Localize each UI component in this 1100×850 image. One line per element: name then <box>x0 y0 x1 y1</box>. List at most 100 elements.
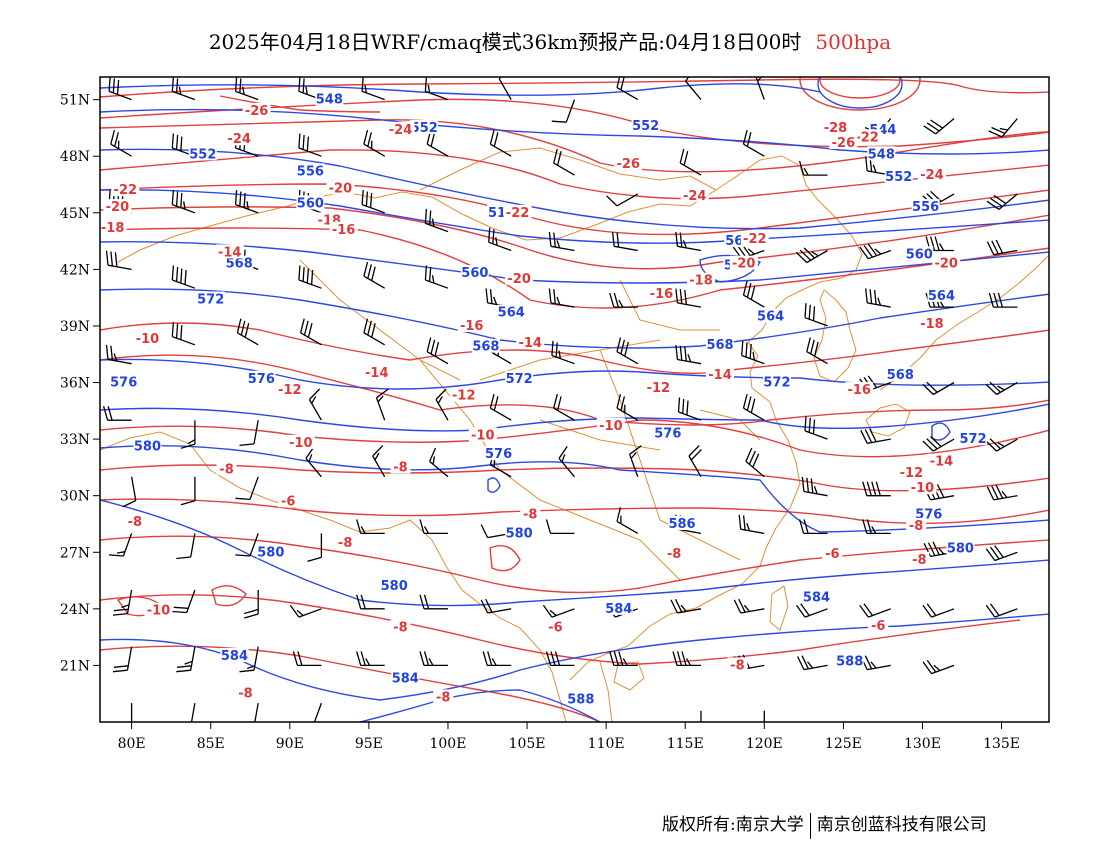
wind-barb <box>551 99 576 123</box>
height-contour-label-bg <box>471 338 500 353</box>
temperature-contour-label-bg <box>326 180 355 195</box>
temperature-contour-label-bg <box>216 461 237 476</box>
temperature-contour-label: -24 <box>227 132 251 147</box>
temperature-contour-label-bg <box>505 270 534 285</box>
temperature-contour-label: -22 <box>855 130 879 145</box>
wind-barb <box>860 428 891 444</box>
wind-barb <box>741 340 765 365</box>
wind-barb <box>985 603 1018 618</box>
wind-barb <box>108 533 133 557</box>
japan-kyushu <box>865 403 911 437</box>
copyright-label: 版权所有:南京大学 <box>662 815 804 835</box>
temperature-contour-label: -16 <box>460 319 484 334</box>
height-contour-label: 576 <box>248 372 275 387</box>
lon-tick-label: 90E <box>276 736 304 752</box>
wind-barb <box>307 533 323 563</box>
temperature-contour-label: -28 <box>824 121 848 136</box>
wind-barb <box>482 651 512 667</box>
temperature-contour-label: -12 <box>900 466 924 481</box>
height-contour-label-bg <box>505 525 534 540</box>
wind-barb <box>675 288 702 308</box>
wind-barb <box>688 445 702 478</box>
temperature-contour-label: -6 <box>548 621 562 636</box>
wind-barb <box>435 388 449 421</box>
wind-barb <box>489 393 512 421</box>
wind-barb <box>548 231 575 252</box>
wind-barb <box>172 589 196 614</box>
temperature-contour-label-bg <box>664 546 685 561</box>
temperature-contour-label-bg <box>103 199 132 214</box>
wind-barb <box>923 118 955 135</box>
map-title: 2025年04月18日WRF/cmaq模式36km预报产品:04月18日00时 5… <box>0 26 1100 55</box>
temperature-contour-label: -20 <box>934 257 958 272</box>
wind-barb <box>298 133 322 157</box>
lat-tick-label: 21N <box>60 658 90 674</box>
temperature-contour-label-bg <box>932 255 961 270</box>
temperature-contour-label-bg <box>614 155 643 170</box>
height-contour-label: 572 <box>506 372 533 387</box>
temperature-contour-label-bg <box>111 182 140 197</box>
temperature-contour-label-bg <box>647 285 676 300</box>
wind-barb <box>485 288 512 308</box>
height-contour-label-bg <box>220 647 249 662</box>
height-contour-label: 584 <box>803 591 830 606</box>
wind-barb <box>670 598 702 614</box>
wind-barb <box>732 243 765 260</box>
lat-tick-label: 42N <box>60 262 90 278</box>
wind-barb <box>551 340 575 365</box>
wind-barb <box>804 303 828 327</box>
wind-barb <box>616 337 639 365</box>
wind-barb <box>289 604 322 618</box>
temperature-contour-label-bg <box>144 602 173 617</box>
wind-barb <box>545 651 575 667</box>
temperature-contour-label-bg <box>845 382 874 397</box>
height-contour-label: 564 <box>757 310 784 325</box>
temperature-contour-label: -22 <box>114 183 138 198</box>
footer-separator <box>809 812 811 839</box>
height-contour-label-bg <box>247 370 276 385</box>
wind-barb <box>171 265 196 289</box>
lon-tick-label: 95E <box>355 736 383 752</box>
height-contour-label-bg <box>296 195 325 210</box>
temperature-contour-label-bg <box>822 546 843 561</box>
height-contour-label-bg <box>604 600 633 615</box>
temperature-contour-label: -26 <box>617 157 641 172</box>
height-contour-label-bg <box>631 118 660 133</box>
wind-barb <box>361 77 385 101</box>
temperature-contour-label: -8 <box>912 553 926 568</box>
wind-barb <box>363 261 386 289</box>
temperature-contour-label-bg <box>853 129 882 144</box>
height-contour-label-bg <box>133 438 162 453</box>
wind-barb <box>122 476 137 508</box>
wind-barb <box>922 381 955 396</box>
height-contour-label: 588 <box>836 655 863 670</box>
temperature-contour-label-bg <box>897 465 926 480</box>
india-border <box>100 431 521 629</box>
lat-tick-label: 39N <box>60 319 90 335</box>
wind-barb <box>628 445 642 478</box>
temperature-contour-label-bg <box>644 380 673 395</box>
wind-barb <box>480 598 512 614</box>
height-contour-label: 572 <box>960 432 987 447</box>
lat-tick-label: 27N <box>60 545 90 561</box>
height-contour-label-bg <box>256 544 285 559</box>
wind-barb <box>986 484 1018 501</box>
wind-barb <box>675 231 702 252</box>
temperature-contour-label: -8 <box>393 460 407 475</box>
temperature-contours <box>100 77 1049 722</box>
temperature-contour-label-bg <box>457 317 486 332</box>
wind-barb <box>742 393 765 421</box>
temperature-contour-label-bg <box>908 480 937 495</box>
wind-barb <box>700 710 702 722</box>
wind-barb <box>171 190 196 214</box>
height-contour-label: 552 <box>189 147 216 162</box>
temperature-contour-label-bg <box>225 131 254 146</box>
temperature-contour-label-bg <box>278 493 299 508</box>
temperature-contour-label-bg <box>868 617 889 632</box>
temperature-contour-label: -8 <box>238 687 252 702</box>
wind-barb <box>798 160 828 176</box>
wind-barb <box>488 227 512 252</box>
wind-barb <box>234 77 259 101</box>
wind-barb <box>923 541 955 558</box>
height-contour-label-bg <box>188 146 217 161</box>
